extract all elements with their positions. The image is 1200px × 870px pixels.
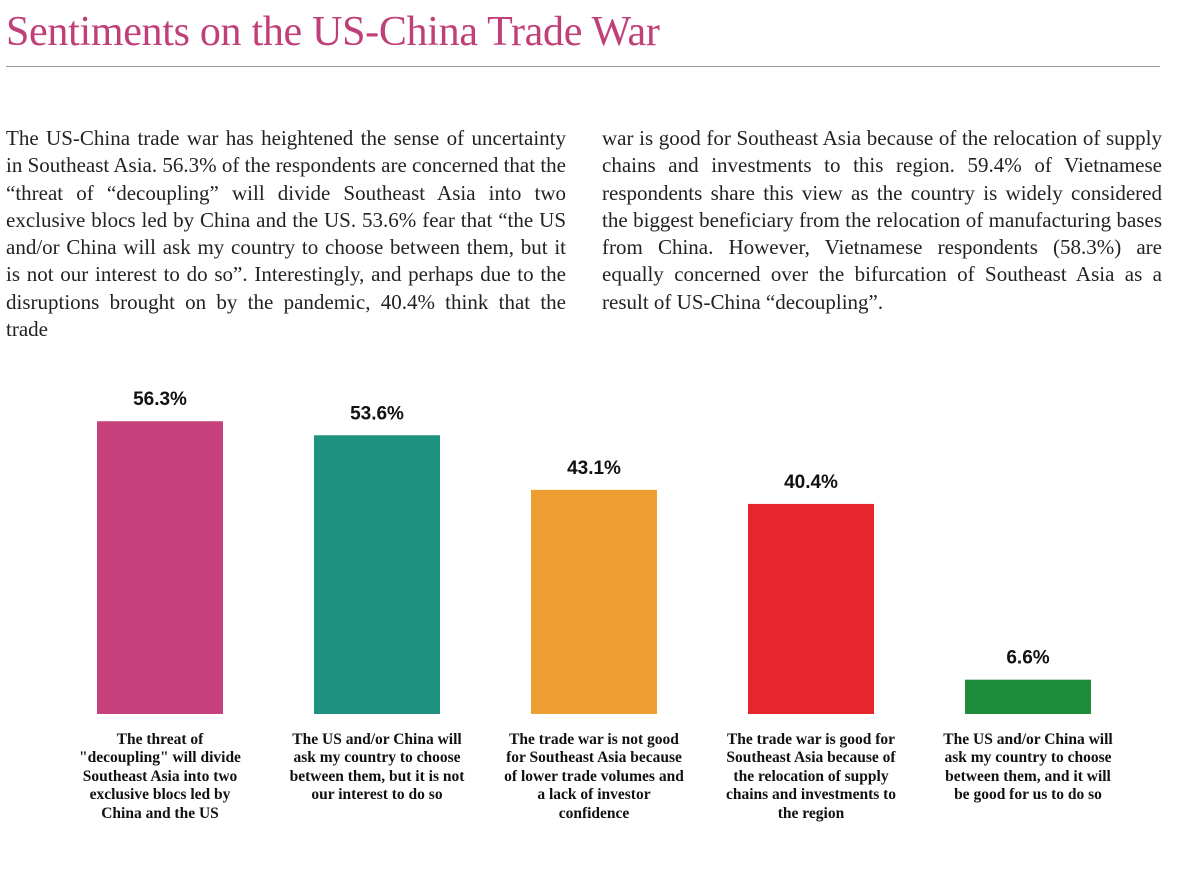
bar-chart: 56.3% 53.6% 43.1% 40.4% 6.6% xyxy=(97,389,1091,714)
bar-2 xyxy=(314,435,440,714)
bar-3 xyxy=(531,489,657,714)
bar-value-label-1: 56.3% xyxy=(133,389,187,410)
category-label-5: The US and/or China will ask my country … xyxy=(943,731,1113,804)
bar-4 xyxy=(748,503,874,714)
category-label-1: The threat of "decoupling" will divide S… xyxy=(79,731,241,822)
title-divider xyxy=(6,66,1160,67)
category-label-4: The trade war is good for Southeast Asia… xyxy=(725,731,897,822)
bar-5 xyxy=(965,679,1091,714)
bar-value-label-5: 6.6% xyxy=(1006,648,1049,669)
category-label-3: The trade war is not good for Southeast … xyxy=(504,731,684,822)
bar-value-label-3: 43.1% xyxy=(567,458,621,479)
bar-value-label-4: 40.4% xyxy=(784,472,838,493)
page-title: Sentiments on the US-China Trade War xyxy=(6,9,660,55)
bar-value-label-2: 53.6% xyxy=(350,403,404,424)
bar-1 xyxy=(97,421,223,714)
intro-paragraph-right: war is good for Southeast Asia because o… xyxy=(602,126,1162,314)
intro-paragraph-left: The US-China trade war has heightened th… xyxy=(6,126,566,342)
category-label-2: The US and/or China will ask my country … xyxy=(289,731,465,804)
